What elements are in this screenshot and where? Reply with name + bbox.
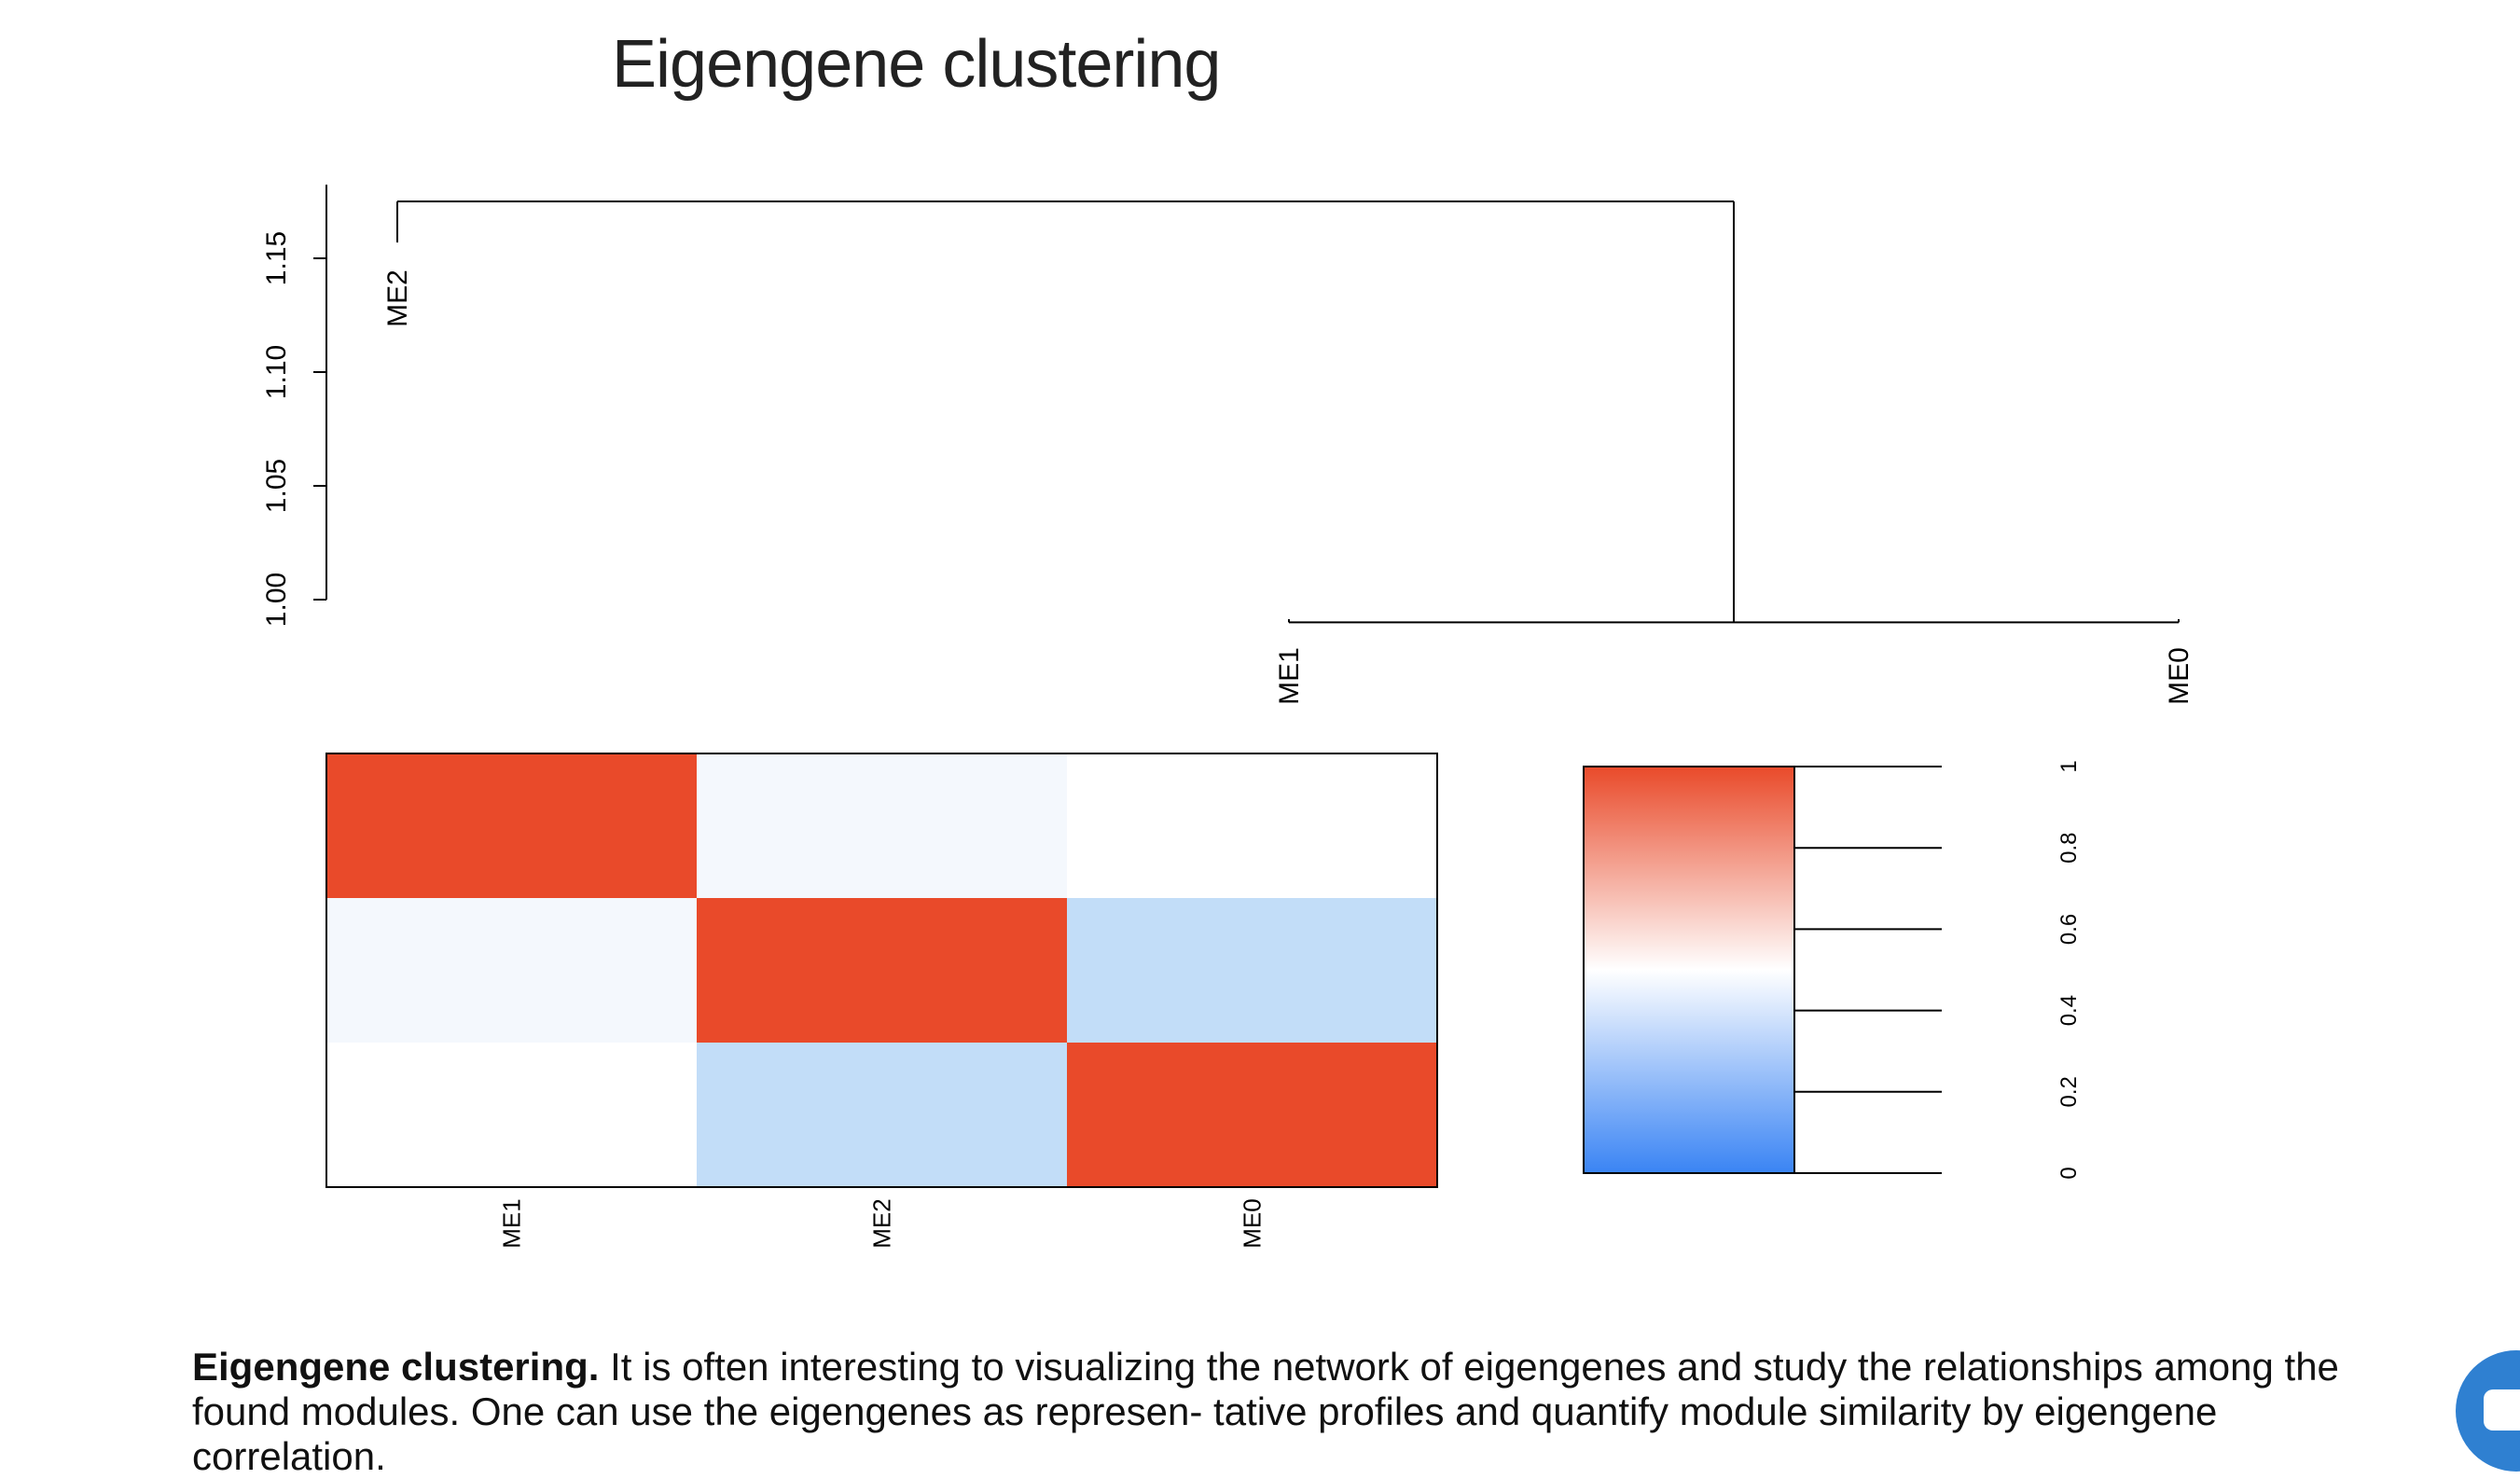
heat-cell-me0-me0: [1067, 1043, 1437, 1187]
y-tick-label: 1.10: [261, 345, 292, 399]
heat-col-label-me1: ME1: [498, 1198, 526, 1248]
y-tick-label: 1.00: [261, 573, 292, 627]
colorbar-tick-label: 1: [2056, 760, 2082, 772]
colorbar-tick-label: 0.2: [2056, 1076, 2082, 1107]
leaf-label-me2: ME2: [382, 270, 413, 327]
heat-cell-me1-me0: [1067, 753, 1437, 898]
figure-caption: Eigengene clustering. It is often intere…: [192, 1345, 2356, 1479]
heat-col-label-me2: ME2: [868, 1198, 896, 1248]
heat-cell-me0-me1: [326, 1043, 697, 1187]
chart-title: Eigengene clustering: [612, 27, 1221, 102]
leaf-label-me0: ME0: [2164, 647, 2195, 705]
chat-bubble-inner: [2484, 1389, 2520, 1431]
colorbar-tick-label: 0.8: [2056, 833, 2082, 864]
colorbar: 0 0.2 0.4 0.6 0.8 1: [1583, 760, 2082, 1180]
colorbar-tick-label: 0.4: [2056, 995, 2082, 1026]
heat-cell-me2-me2: [697, 898, 1067, 1043]
colorbar-tick-label: 0.6: [2056, 914, 2082, 945]
heat-cell-me2-me0: [1067, 898, 1437, 1043]
leaf-label-me1: ME1: [1274, 647, 1305, 705]
heat-cell-me0-me2: [697, 1043, 1067, 1187]
eigengene-plot: 1.00 1.05 1.10 1.15 ME2 ME1 ME0 ME1 ME2 ME0 0 0.2…: [261, 185, 2195, 1249]
heat-cell-me2-me1: [326, 898, 697, 1043]
heatmap-border: [325, 753, 1438, 1188]
colorbar-rect: [1583, 766, 1795, 1174]
caption-bold: Eigengene clustering.: [192, 1345, 600, 1389]
heatmap: ME1 ME2 ME0: [325, 753, 1438, 1249]
heat-col-label-me0: ME0: [1239, 1198, 1267, 1248]
dendrogram: 1.00 1.05 1.10 1.15 ME2 ME1 ME0: [261, 185, 2195, 705]
y-tick-label: 1.15: [261, 231, 292, 285]
heat-cell-me1-me1: [326, 753, 697, 898]
y-tick-label: 1.05: [261, 459, 292, 513]
caption-text: It is often interesting to visualizing t…: [192, 1345, 2339, 1478]
heat-cell-me1-me2: [697, 753, 1067, 898]
chat-bubble-icon[interactable]: [2456, 1350, 2520, 1472]
colorbar-tick-label: 0: [2056, 1167, 2082, 1179]
